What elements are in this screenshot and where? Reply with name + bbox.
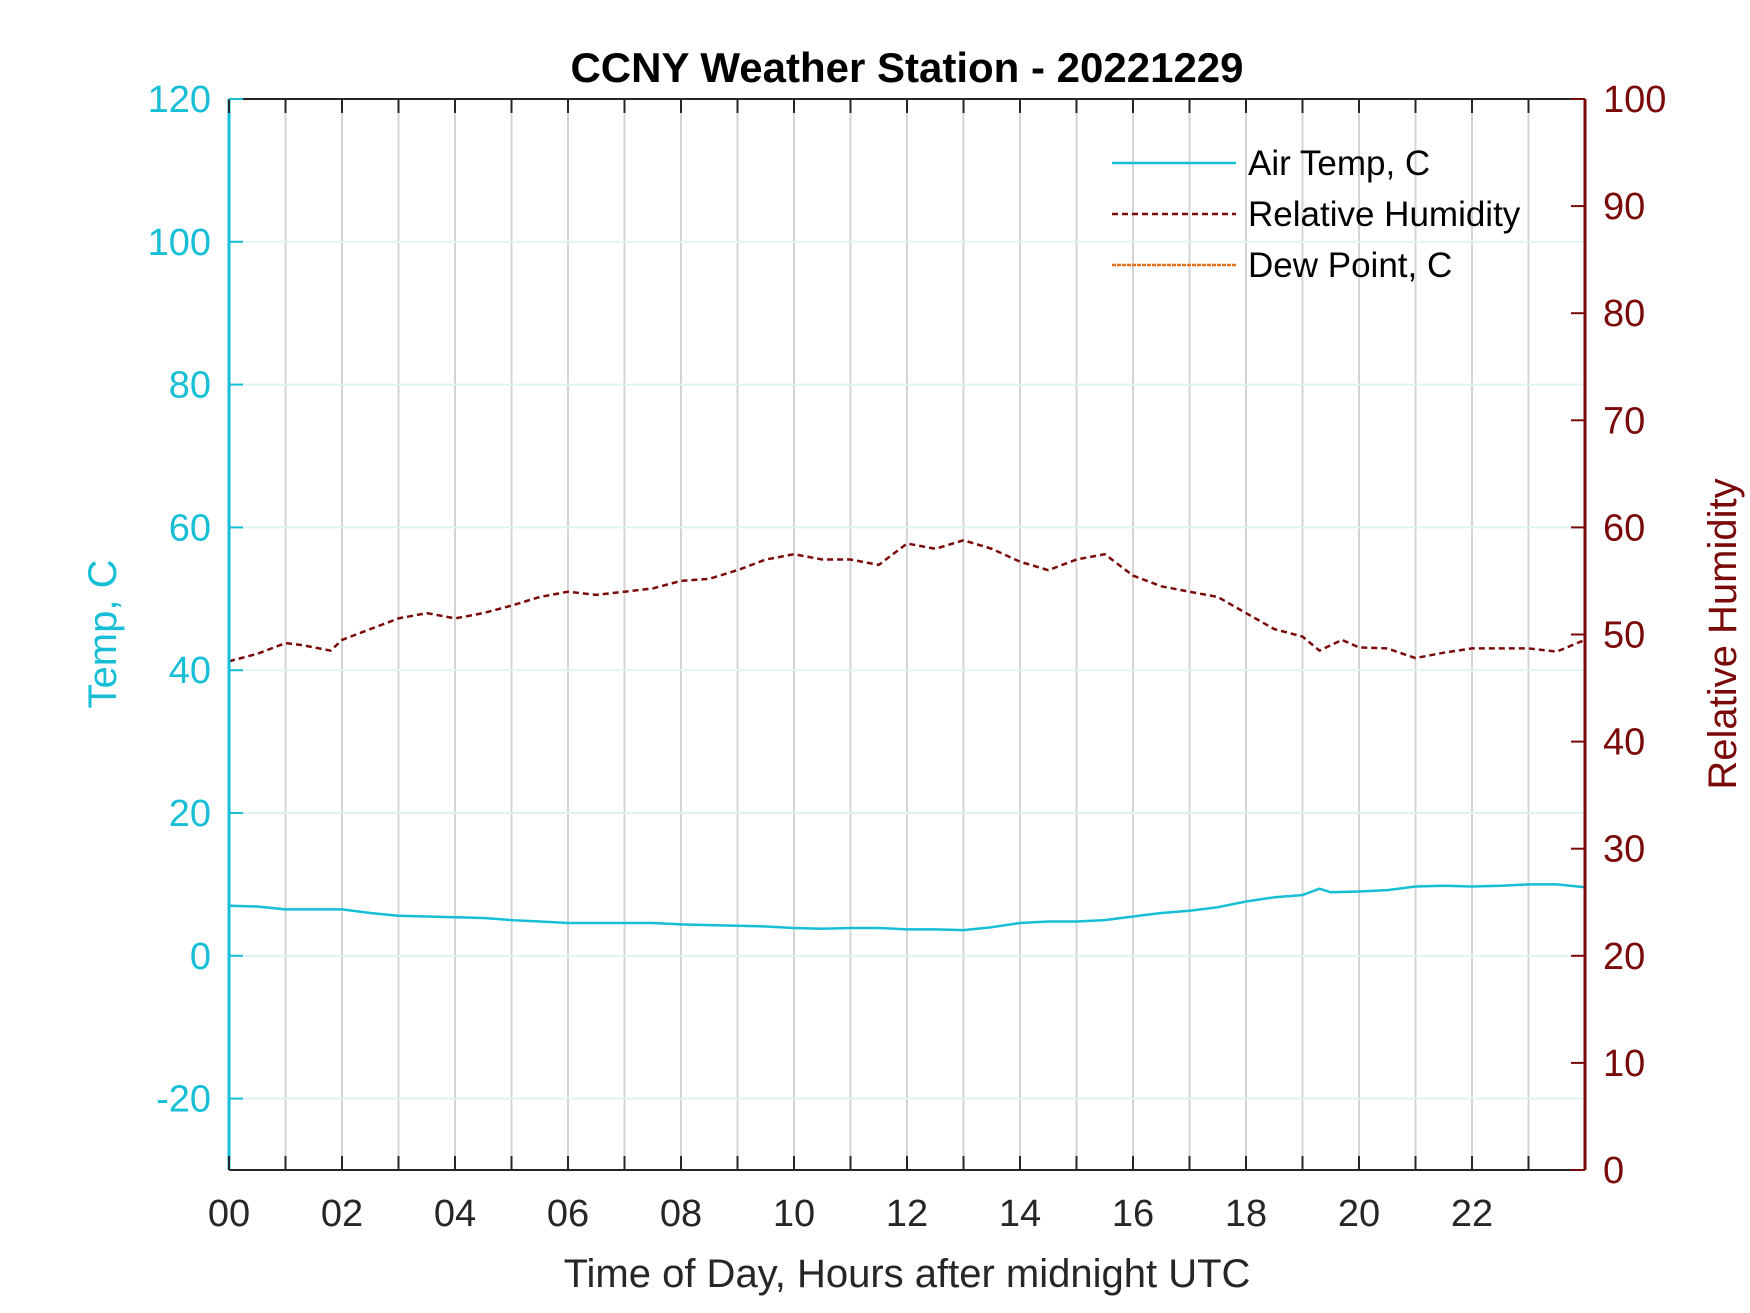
y-right-tick-label: 40 — [1603, 722, 1645, 764]
y-left-tick-label: 60 — [169, 507, 211, 549]
x-tick-label: 20 — [1338, 1193, 1380, 1235]
y-right-tick-label: 10 — [1603, 1043, 1645, 1085]
y-left-tick-label: 20 — [169, 793, 211, 835]
x-tick-label: 04 — [434, 1193, 476, 1235]
x-tick-label: 06 — [547, 1193, 589, 1235]
x-tick-label: 22 — [1451, 1193, 1493, 1235]
y-left-tick-label: 120 — [148, 79, 211, 121]
legend-label: Dew Point, C — [1248, 246, 1452, 285]
x-tick-label: 00 — [208, 1193, 250, 1235]
series-layer — [228, 539, 1586, 932]
series-line — [228, 883, 1586, 932]
chart-title: CCNY Weather Station - 20221229 — [570, 44, 1243, 91]
y-left-tick-label: 80 — [169, 365, 211, 407]
x-tick-label: 12 — [886, 1193, 928, 1235]
y-right-tick-label: 0 — [1603, 1150, 1624, 1192]
legend: Air Temp, C Relative Humidity Dew Point, C — [1112, 144, 1521, 285]
y-axis-left-label: Temp, C — [81, 560, 125, 709]
legend-label: Relative Humidity — [1248, 195, 1521, 234]
y-axis-right-label: Relative Humidity — [1701, 478, 1745, 789]
x-tick-label: 10 — [773, 1193, 815, 1235]
x-axis-label: Time of Day, Hours after midnight UTC — [564, 1252, 1251, 1296]
y-right-tick-label: 90 — [1603, 186, 1645, 228]
y-right-tick-label: 20 — [1603, 936, 1645, 978]
axes — [227, 98, 1587, 1171]
y-right-tick-label: 50 — [1603, 615, 1645, 657]
legend-label: Air Temp, C — [1248, 144, 1430, 183]
y-left-tick-label: 40 — [169, 650, 211, 692]
grid-lines — [229, 99, 1585, 1170]
x-tick-label: 18 — [1225, 1193, 1267, 1235]
y-right-tick-label: 100 — [1603, 79, 1666, 121]
tick-labels: 00 02 04 06 08 10 12 14 16 18 20 22-200204060801001… — [148, 79, 1667, 1235]
y-right-tick-label: 70 — [1603, 400, 1645, 442]
series-line — [228, 539, 1586, 663]
x-tick-label: 02 — [321, 1193, 363, 1235]
x-tick-label: 08 — [660, 1193, 702, 1235]
y-left-tick-label: -20 — [156, 1079, 211, 1121]
y-right-tick-label: 80 — [1603, 293, 1645, 335]
y-right-tick-label: 60 — [1603, 507, 1645, 549]
y-left-tick-label: 0 — [190, 936, 211, 978]
x-tick-label: 14 — [999, 1193, 1041, 1235]
y-right-tick-label: 30 — [1603, 829, 1645, 871]
y-left-tick-label: 100 — [148, 222, 211, 264]
x-tick-label: 16 — [1112, 1193, 1154, 1235]
